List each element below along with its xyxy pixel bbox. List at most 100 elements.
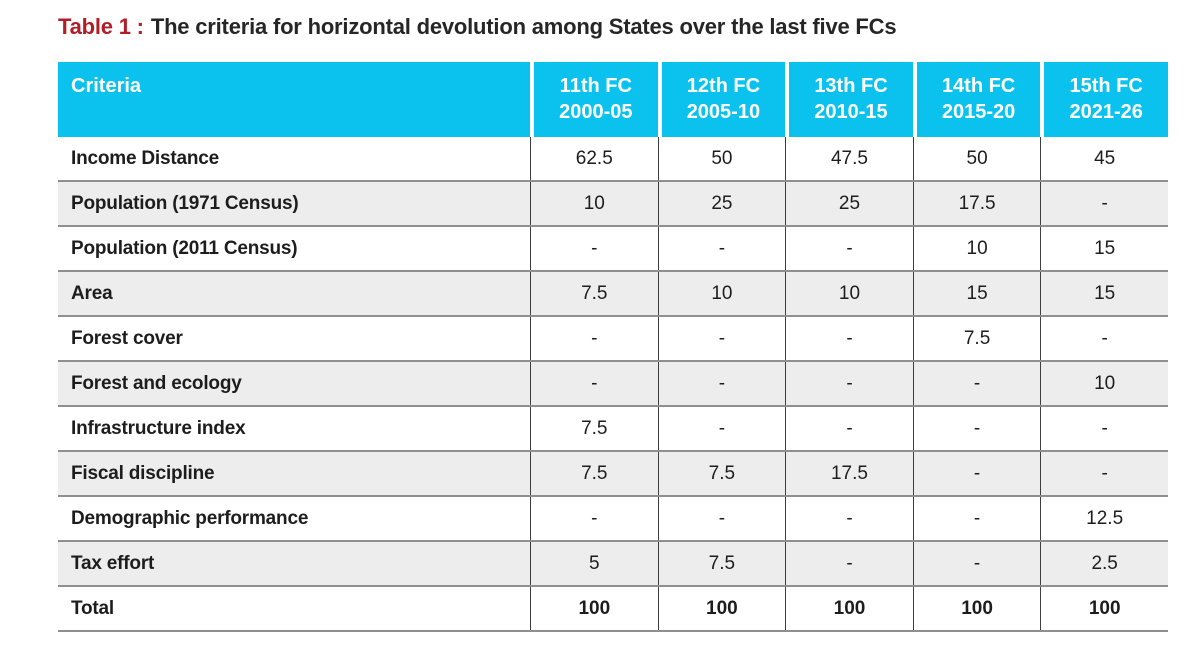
row-value: 100: [785, 587, 913, 630]
table-body: Income Distance 62.5 50 47.5 50 45 Population …: [58, 137, 1168, 632]
row-value: 10: [1040, 362, 1168, 405]
row-value: 7.5: [912, 317, 1041, 360]
row-value: 5: [530, 542, 658, 585]
row-label: Forest cover: [71, 327, 183, 349]
row-value: 12.5: [1040, 497, 1168, 540]
row-value: 7.5: [530, 407, 658, 450]
row-value: 7.5: [530, 272, 658, 315]
table-row: Forest cover - - -7.5-: [58, 317, 1168, 362]
table-title-text: The criteria for horizontal devolution a…: [150, 14, 897, 39]
row-value: -: [785, 497, 913, 540]
fc-name: 13th FC: [814, 75, 888, 97]
row-value: -: [1040, 317, 1168, 360]
row-value: -: [912, 362, 1041, 405]
row-value: -: [1040, 182, 1168, 225]
row-label: Tax effort: [71, 552, 155, 574]
row-value: 7.5: [657, 452, 786, 495]
row-value: -: [785, 362, 913, 405]
row-value: -: [657, 407, 786, 450]
column-header-14th-fc: 14th FC 2015-20: [912, 62, 1041, 137]
table-row: Area 7.5 10 10 15 15: [58, 272, 1168, 317]
row-value: 25: [657, 182, 786, 225]
row-label: Total: [71, 597, 114, 619]
row-value: 25: [785, 182, 913, 225]
row-label: Infrastructure index: [71, 417, 246, 439]
fc-name: 15th FC: [1069, 75, 1143, 97]
row-label: Income Distance: [71, 147, 219, 169]
row-value: -: [530, 362, 658, 405]
column-header-criteria: Criteria: [58, 62, 530, 137]
row-value: -: [912, 407, 1041, 450]
row-value: 10: [912, 227, 1041, 270]
row-value: 100: [1040, 587, 1168, 630]
row-value: -: [530, 227, 658, 270]
table-row: Population (1971 Census) 10 25 25 17.5-: [58, 182, 1168, 227]
row-value: 10: [657, 272, 786, 315]
row-value: 62.5: [530, 137, 658, 180]
table-row: Population (2011 Census) - - -10 15: [58, 227, 1168, 272]
row-label: Demographic performance: [71, 507, 309, 529]
row-value: 50: [912, 137, 1041, 180]
row-value: 15: [1040, 272, 1168, 315]
table-row: Total 100 100 100 100 100: [58, 587, 1168, 632]
table-title: Table 1 : The criteria for horizontal dev…: [58, 14, 897, 40]
table-row: Demographic performance - - - -12.5: [58, 497, 1168, 542]
table-row: Income Distance 62.5 50 47.5 50 45: [58, 137, 1168, 182]
row-value: 47.5: [785, 137, 913, 180]
column-header-13th-fc: 13th FC 2010-15: [785, 62, 913, 137]
fc-period: 2021-26: [1069, 101, 1143, 123]
row-value: -: [785, 407, 913, 450]
row-value: -: [530, 317, 658, 360]
row-value: -: [657, 227, 786, 270]
column-header-15th-fc: 15th FC 2021-26: [1040, 62, 1168, 137]
row-value: 15: [1040, 227, 1168, 270]
table-row: Infrastructure index 7.5- - - -: [58, 407, 1168, 452]
row-value: 100: [657, 587, 786, 630]
row-value: 7.5: [657, 542, 786, 585]
row-label: Area: [71, 282, 113, 304]
table-row: Fiscal discipline 7.5 7.5 17.5- -: [58, 452, 1168, 497]
row-value: -: [785, 542, 913, 585]
row-value: -: [657, 362, 786, 405]
row-value: -: [657, 317, 786, 360]
fc-name: 11th FC: [559, 75, 632, 97]
row-value: 50: [657, 137, 786, 180]
column-header-12th-fc: 12th FC 2005-10: [657, 62, 786, 137]
table-title-label: Table 1 :: [58, 14, 144, 39]
row-value: 45: [1040, 137, 1168, 180]
row-value: 100: [530, 587, 658, 630]
row-value: -: [1040, 452, 1168, 495]
row-value: 10: [530, 182, 658, 225]
row-value: 17.5: [785, 452, 913, 495]
row-value: 17.5: [912, 182, 1041, 225]
row-value: 7.5: [530, 452, 658, 495]
row-value: -: [530, 497, 658, 540]
fc-period: 2010-15: [814, 101, 888, 123]
table-row: Tax effort 5 7.5- -2.5: [58, 542, 1168, 587]
fc-name: 14th FC: [941, 75, 1016, 97]
row-label: Population (2011 Census): [71, 237, 298, 259]
fc-name: 12th FC: [686, 75, 761, 97]
row-value: -: [912, 542, 1041, 585]
row-value: 100: [912, 587, 1041, 630]
column-header-11th-fc: 11th FC 2000-05: [530, 62, 658, 137]
row-value: -: [657, 497, 786, 540]
row-value: -: [785, 227, 913, 270]
row-value: -: [912, 497, 1041, 540]
fc-period: 2005-10: [686, 101, 761, 123]
row-value: 2.5: [1040, 542, 1168, 585]
devolution-criteria-table: Criteria 11th FC 2000-05 12th FC 2005-10…: [58, 62, 1168, 632]
row-value: 10: [785, 272, 913, 315]
row-value: -: [1040, 407, 1168, 450]
table-row: Forest and ecology - - - -10: [58, 362, 1168, 407]
fc-period: 2015-20: [941, 101, 1016, 123]
row-value: -: [785, 317, 913, 360]
row-label: Forest and ecology: [71, 372, 242, 394]
table-header-row: Criteria 11th FC 2000-05 12th FC 2005-10…: [58, 62, 1168, 137]
row-label: Fiscal discipline: [71, 462, 215, 484]
row-value: 15: [912, 272, 1041, 315]
row-label: Population (1971 Census): [71, 192, 299, 214]
row-value: -: [912, 452, 1041, 495]
fc-period: 2000-05: [559, 101, 633, 123]
